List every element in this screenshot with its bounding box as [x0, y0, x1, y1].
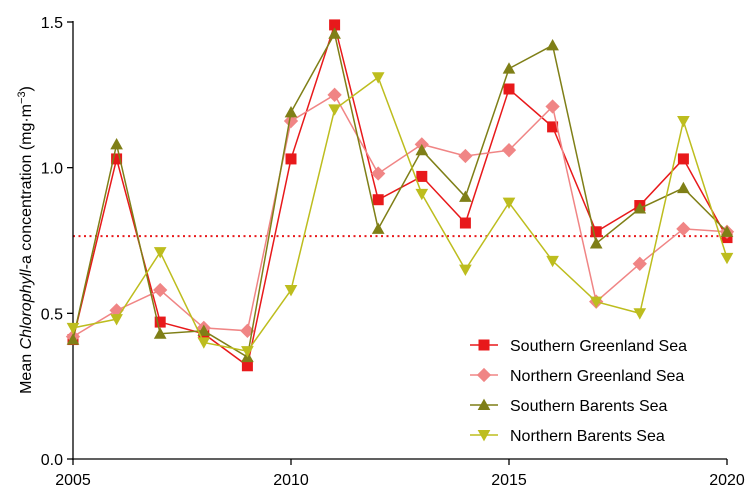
marker-triangle-up [415, 143, 429, 156]
legend-label: Northern Greenland Sea [510, 368, 684, 385]
marker-square [416, 170, 428, 182]
marker-triangle-down [589, 296, 603, 309]
y-tick-label: 1.0 [41, 161, 63, 178]
series-line [72, 93, 728, 338]
marker-triangle-up [477, 398, 491, 411]
marker-triangle-up [502, 62, 516, 74]
marker-diamond [283, 113, 299, 129]
y-tick-label: 0.0 [41, 452, 63, 469]
marker-diamond [545, 99, 560, 114]
marker-square [241, 360, 253, 372]
marker-square [478, 339, 490, 351]
legend-label: Southern Barents Sea [510, 398, 668, 415]
y-axis-title-part: Chlorophyll [18, 269, 35, 349]
marker-triangle-down [459, 264, 472, 276]
y-axis-title-part: −3 [16, 91, 28, 104]
marker-triangle-down [197, 337, 211, 349]
marker-square [677, 153, 689, 165]
marker-diamond [476, 367, 492, 383]
series-1 [65, 87, 735, 344]
marker-triangle-up [371, 222, 385, 234]
series-line [72, 22, 728, 368]
marker-diamond [458, 148, 473, 164]
marker-triangle-up [677, 181, 690, 194]
marker-triangle-down [720, 252, 734, 265]
y-tick-label: 1.5 [41, 15, 63, 32]
marker-triangle-up [589, 237, 603, 249]
marker-triangle-up [546, 38, 559, 51]
marker-triangle-up [110, 138, 123, 150]
marker-triangle-up [720, 225, 734, 237]
marker-triangle-down [328, 104, 341, 116]
marker-triangle-down [110, 314, 123, 326]
series-3 [66, 72, 734, 358]
marker-square [372, 194, 384, 206]
marker-triangle-down [633, 308, 647, 320]
marker-diamond [240, 323, 255, 338]
y-tick-label: 0.5 [41, 306, 63, 323]
marker-diamond [371, 166, 386, 181]
marker-diamond [327, 87, 342, 102]
legend-label: Southern Greenland Sea [510, 338, 687, 355]
marker-triangle-up [153, 327, 167, 339]
series-line [72, 76, 728, 353]
marker-square [590, 226, 602, 238]
legend-entry-1: Northern Greenland Sea [470, 367, 684, 385]
marker-triangle-up [459, 190, 472, 202]
x-tick-label: 2020 [709, 472, 745, 489]
x-tick-label: 2015 [491, 472, 527, 489]
series-layer [65, 19, 735, 372]
marker-triangle-down [241, 346, 254, 358]
marker-square [111, 153, 123, 165]
marker-triangle-down [153, 247, 167, 259]
x-tick-label: 2010 [273, 472, 309, 489]
series-0 [67, 19, 733, 372]
marker-square [459, 217, 471, 229]
marker-triangle-down [284, 284, 298, 297]
marker-triangle-down [677, 115, 690, 128]
legend: Southern Greenland Sea Northern Greenland… [470, 338, 687, 445]
marker-triangle-down [546, 255, 559, 268]
marker-triangle-up [66, 333, 80, 345]
y-axis-title-part: ) [18, 86, 35, 91]
marker-square [547, 121, 559, 133]
series-2 [66, 27, 734, 363]
marker-square [285, 153, 297, 165]
x-tick-label: 2005 [55, 472, 91, 489]
marker-triangle-down [502, 197, 516, 209]
y-axis-title-part: Mean [18, 349, 35, 393]
marker-square [503, 83, 515, 95]
legend-entry-3: Northern Barents Sea [470, 428, 665, 445]
marker-triangle-down [371, 72, 385, 84]
axes: 0.0 0.5 1.0 1.5 2005 2010 2015 2020 Mean Chlorop… [16, 15, 745, 489]
marker-triangle-up [328, 27, 341, 39]
marker-diamond [632, 256, 647, 271]
marker-diamond [501, 143, 517, 158]
marker-triangle-up [633, 202, 647, 214]
marker-square [154, 316, 166, 328]
marker-diamond [676, 221, 691, 236]
y-axis-title: Mean Chlorophyll-a concentration (mg·m−3… [16, 86, 35, 394]
marker-square [329, 19, 341, 31]
marker-triangle-down [415, 188, 429, 201]
legend-entry-2: Southern Barents Sea [470, 398, 668, 415]
marker-diamond [153, 282, 168, 298]
marker-triangle-up [197, 324, 211, 336]
legend-label: Northern Barents Sea [510, 428, 665, 445]
marker-triangle-up [284, 105, 298, 118]
series-line [72, 31, 728, 359]
legend-entry-0: Southern Greenland Sea [470, 338, 687, 355]
marker-triangle-down [477, 429, 491, 442]
marker-triangle-down [66, 322, 80, 335]
y-axis-title-part: -a concentration (mg·m [18, 104, 35, 269]
